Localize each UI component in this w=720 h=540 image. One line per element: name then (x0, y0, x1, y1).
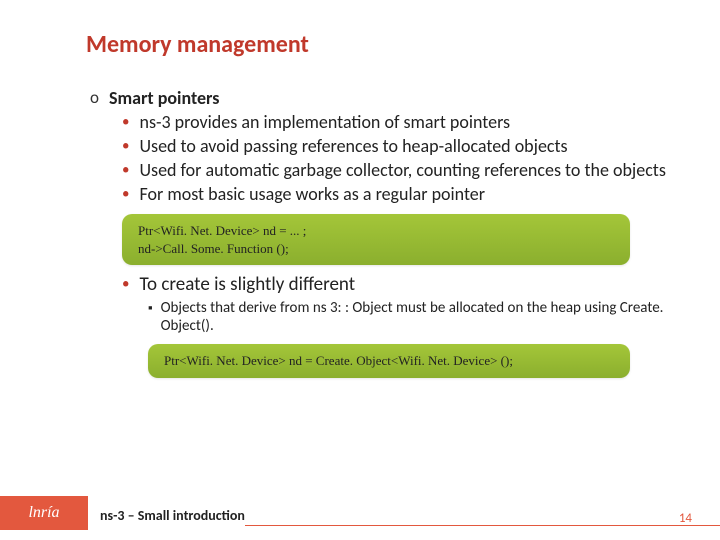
bullet-icon: • (122, 135, 129, 158)
bullet-icon: • (122, 111, 129, 134)
slide: Memory management o Smart pointers • ns-… (0, 0, 720, 540)
list-item: • Used for automatic garbage collector, … (122, 159, 670, 182)
list-item: • ns-3 provides an implementation of sma… (122, 111, 670, 134)
page-number: 14 (679, 511, 692, 526)
sub-list-2: • To create is slightly different (122, 273, 670, 297)
square-text: Objects that derive from ns 3: : Object … (161, 299, 670, 337)
code-line: Ptr<Wifi. Net. Device> nd = Create. Obje… (164, 352, 614, 370)
slide-footer: lnría ns-3 – Small introduction (0, 496, 720, 530)
list-item: • For most basic usage works as a regula… (122, 183, 670, 206)
code-block-1: Ptr<Wifi. Net. Device> nd = ... ; nd->Ca… (122, 214, 630, 265)
bullet-text: Used for automatic garbage collector, co… (139, 159, 665, 182)
code-line: nd->Call. Some. Function (); (138, 240, 614, 258)
code-block-2: Ptr<Wifi. Net. Device> nd = Create. Obje… (148, 344, 630, 378)
bullet-icon: • (122, 159, 129, 182)
bullet-text: For most basic usage works as a regular … (139, 183, 485, 206)
bullet-text: Used to avoid passing references to heap… (139, 135, 567, 158)
slide-title: Memory management (86, 30, 670, 59)
footer-rule (245, 525, 720, 526)
circle-marker: o (90, 87, 99, 109)
bullet-text: ns-3 provides an implementation of smart… (139, 111, 510, 134)
bullet-text: To create is slightly different (139, 273, 355, 297)
main-bullet: o Smart pointers (90, 87, 670, 109)
list-item: • To create is slightly different (122, 273, 670, 297)
logo-text: lnría (28, 504, 59, 522)
square-list: ▪ Objects that derive from ns 3: : Objec… (148, 299, 670, 337)
list-item: • Used to avoid passing references to he… (122, 135, 670, 158)
main-list: o Smart pointers (90, 87, 670, 109)
bullet-icon: • (122, 183, 129, 206)
code-line: Ptr<Wifi. Net. Device> nd = ... ; (138, 222, 614, 240)
list-item: ▪ Objects that derive from ns 3: : Objec… (148, 299, 670, 337)
sub-list: • ns-3 provides an implementation of sma… (122, 111, 670, 206)
inria-logo: lnría (0, 496, 88, 530)
main-bullet-text: Smart pointers (109, 87, 219, 109)
bullet-icon: • (122, 273, 129, 297)
square-icon: ▪ (148, 299, 153, 337)
footer-title: ns-3 – Small introduction (100, 507, 245, 524)
